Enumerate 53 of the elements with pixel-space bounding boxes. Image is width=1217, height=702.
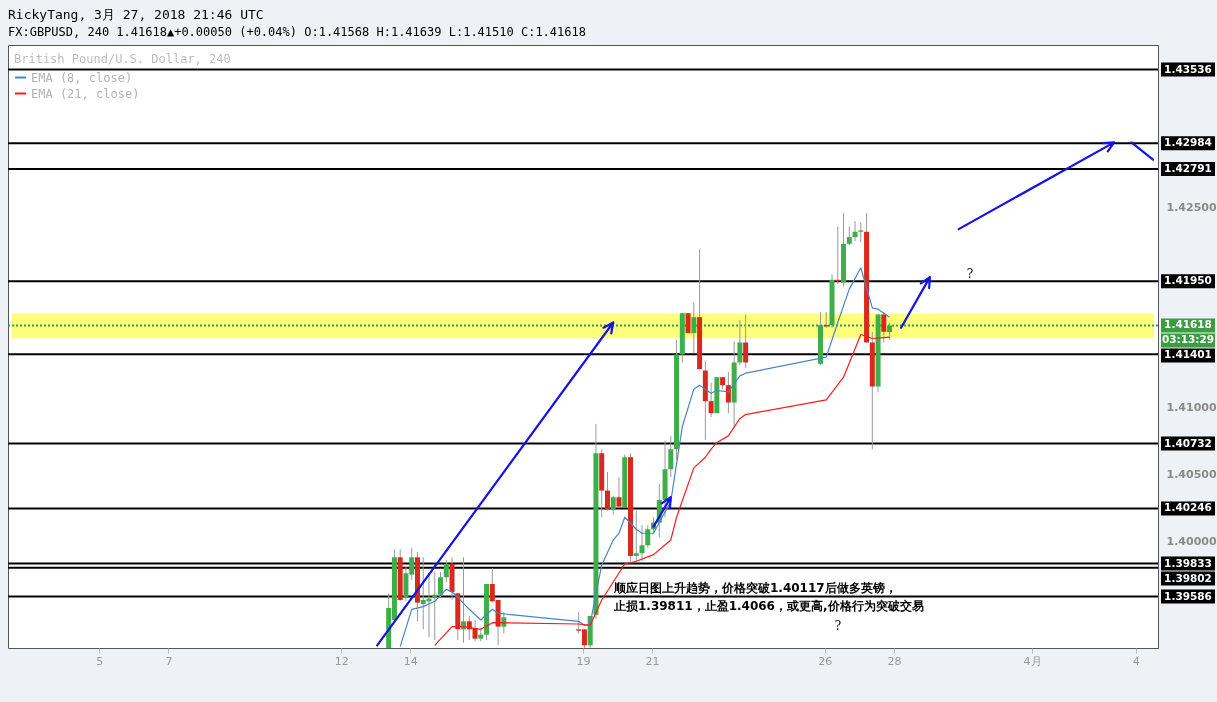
candlestick	[668, 435, 674, 478]
candlestick	[881, 311, 887, 343]
ref-line-label: 1.39586	[1164, 589, 1212, 602]
candlestick	[616, 476, 622, 508]
candlestick	[846, 225, 852, 246]
candlestick	[743, 313, 749, 369]
ref-line-label: 1.39802	[1164, 571, 1212, 584]
annotation: 止损1.39811，止盈1.4066，或更高,价格行为突破交易	[613, 599, 924, 613]
ref-line-label: 1.41950	[1164, 274, 1212, 287]
x-tick-label: 4	[1132, 654, 1140, 668]
candlestick	[691, 301, 697, 354]
ref-line-label: 1.39833	[1164, 556, 1212, 569]
candlestick	[858, 221, 864, 243]
ref-line-label: 1.41401	[1164, 348, 1212, 361]
text: 03:13:29	[1161, 333, 1215, 346]
ref-line-label: 1.42984	[1164, 136, 1212, 149]
legend-label: EMA (21, close)	[31, 86, 140, 101]
x-tick-label: 26	[818, 654, 833, 668]
candlestick	[472, 619, 478, 642]
ref-line-label: 1.40732	[1164, 436, 1212, 449]
x-tick-label: 19	[576, 654, 591, 668]
ref-line-label: 1.43536	[1164, 62, 1212, 75]
candlestick	[604, 471, 610, 512]
annotation: ?	[834, 619, 842, 633]
ref-line-label: 1.41618	[1164, 318, 1212, 331]
legend-label: EMA (8, close)	[31, 70, 133, 85]
annotation: ?	[966, 267, 974, 281]
candlestick	[438, 571, 443, 598]
y-tick-label: 1.41000	[1166, 401, 1217, 415]
candlestick	[633, 510, 639, 564]
y-tick-label: 1.40000	[1166, 534, 1217, 548]
candlestick	[737, 319, 743, 366]
x-tick-label: 14	[403, 654, 418, 668]
chart-title: RickyTang, 3月 27, 2018 21:46 UTC	[8, 7, 264, 22]
y-tick-label: 1.40500	[1166, 468, 1217, 482]
x-tick-label: 21	[645, 654, 660, 668]
ref-line-label: 1.40246	[1164, 501, 1212, 514]
annotation: 顺应日图上升趋势，价格突破1.40117后做多英镑，	[613, 581, 897, 595]
annotation: British Pound/U.S. Dollar, 240	[14, 52, 231, 66]
x-tick-label: 28	[887, 654, 902, 668]
y-tick-label: 1.42500	[1166, 201, 1217, 215]
x-tick-label: 7	[165, 654, 173, 668]
x-tick-label: 12	[334, 654, 349, 668]
chart-subtitle: FX:GBPUSD, 240 1.41618▲+0.00050 (+0.04%) O:1.41568 H:1.41639 L:1.41510 C:1.41618	[8, 25, 586, 39]
candlestick	[725, 371, 731, 414]
candlestick	[639, 524, 645, 562]
ref-line-label: 1.42791	[1164, 161, 1212, 174]
candlestick	[708, 382, 714, 418]
candlestick	[610, 495, 616, 516]
candlestick	[852, 220, 858, 242]
candlestick	[443, 559, 449, 584]
x-tick-label: 5	[96, 654, 104, 668]
x-tick-label: 4月	[1023, 654, 1042, 668]
